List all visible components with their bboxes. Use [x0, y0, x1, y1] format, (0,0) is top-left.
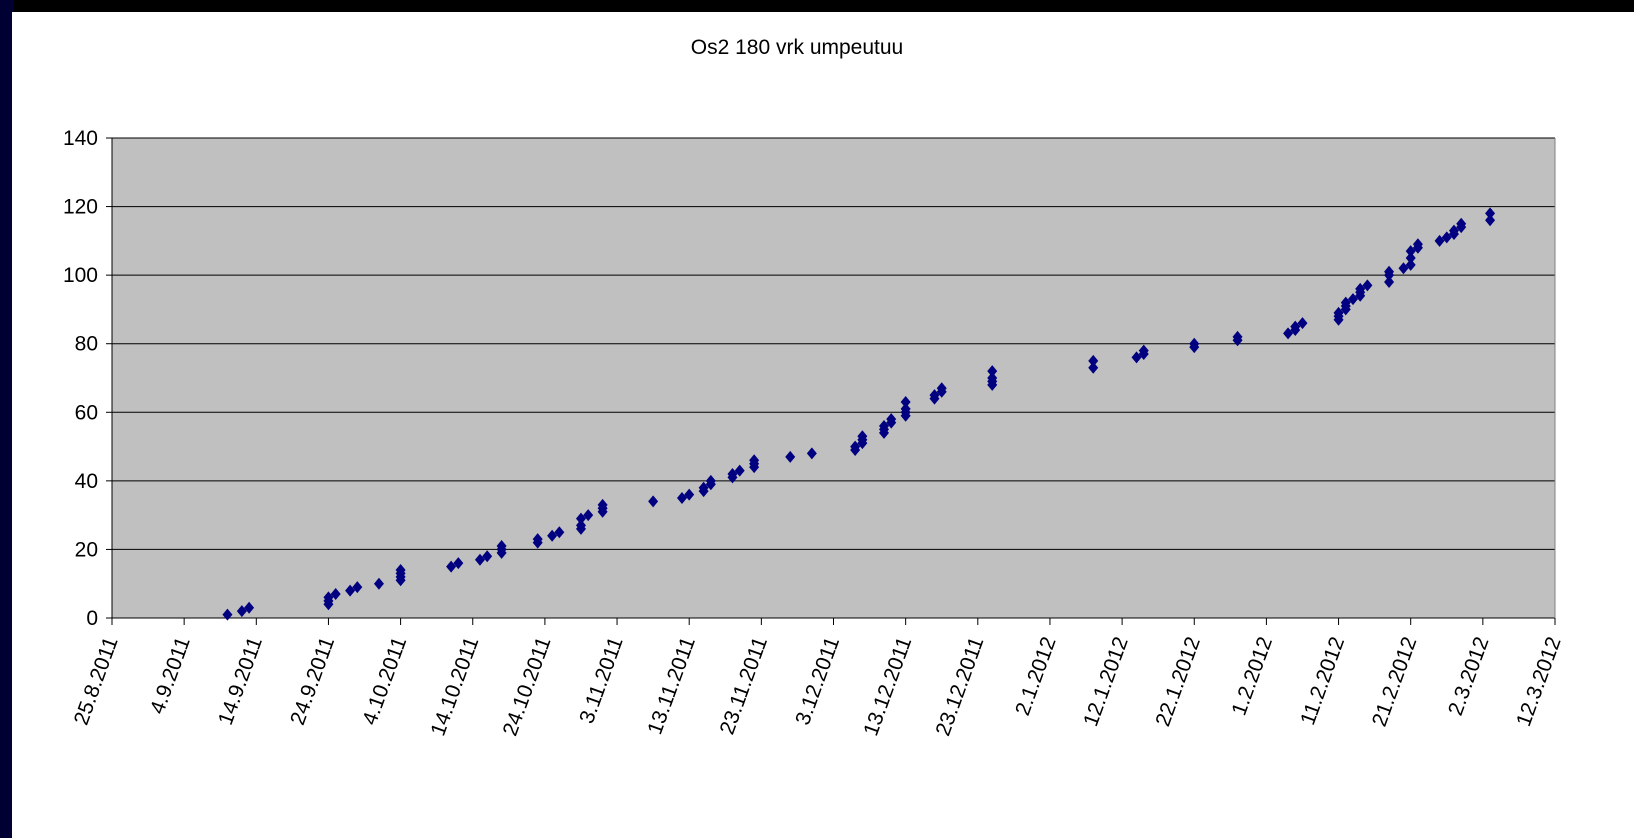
point [373, 577, 384, 590]
point [850, 440, 861, 453]
point [900, 396, 911, 408]
point [1412, 238, 1423, 251]
point [547, 529, 558, 542]
point [1232, 330, 1243, 343]
point [453, 557, 464, 570]
point [222, 608, 233, 621]
point [1362, 279, 1373, 292]
point [987, 365, 998, 378]
point [749, 454, 760, 467]
point [698, 481, 709, 494]
point [1088, 361, 1099, 374]
y-tick-label: 140 [63, 127, 98, 150]
point [936, 382, 947, 395]
point [554, 526, 565, 539]
point [1131, 351, 1142, 364]
point [1441, 231, 1452, 244]
point [648, 495, 659, 508]
point [532, 533, 543, 546]
point [395, 564, 406, 576]
point [1355, 282, 1366, 295]
point [496, 540, 507, 552]
point [879, 420, 890, 432]
point [1333, 306, 1344, 319]
point [1485, 207, 1496, 220]
y-tick-label: 80 [75, 333, 98, 356]
y-tick-label: 20 [75, 538, 98, 561]
point [1138, 344, 1149, 357]
point [806, 447, 817, 460]
point [886, 413, 897, 426]
point [1384, 265, 1395, 278]
point [482, 550, 493, 563]
point [900, 402, 911, 415]
point [244, 601, 255, 614]
point [1297, 317, 1308, 330]
point [1189, 337, 1200, 350]
point [857, 430, 868, 443]
point [597, 498, 608, 511]
plot-area [112, 138, 1555, 618]
point [734, 464, 745, 477]
point [1485, 214, 1496, 227]
point [929, 389, 940, 402]
left-edge [0, 0, 14, 838]
point [575, 519, 586, 532]
point [575, 512, 586, 525]
point [676, 492, 687, 504]
point [1347, 293, 1358, 306]
point [1384, 276, 1395, 288]
point [1448, 224, 1459, 237]
point [987, 372, 998, 384]
point [583, 509, 594, 522]
point [1290, 320, 1301, 333]
point [1405, 245, 1416, 258]
point [1405, 252, 1416, 264]
point [1398, 262, 1409, 275]
y-tick-label: 120 [63, 196, 98, 219]
y-tick-label: 60 [75, 401, 98, 424]
point [705, 474, 716, 487]
point [1340, 296, 1351, 309]
point [236, 605, 247, 618]
point [446, 560, 457, 573]
point [1434, 234, 1445, 247]
point [1283, 327, 1294, 340]
point [323, 591, 334, 604]
point [785, 450, 796, 463]
point [474, 553, 485, 566]
point [345, 584, 356, 597]
point [1456, 217, 1467, 230]
point [684, 488, 695, 501]
y-tick-label: 40 [75, 470, 98, 493]
chart-title: Os2 180 vrk umpeutuu [691, 36, 903, 59]
y-tick-label: 100 [63, 264, 98, 287]
point [352, 581, 363, 594]
point [1088, 354, 1099, 367]
point [727, 468, 738, 480]
point [1405, 258, 1416, 271]
y-tick-label: 0 [86, 607, 98, 630]
point [330, 588, 341, 600]
